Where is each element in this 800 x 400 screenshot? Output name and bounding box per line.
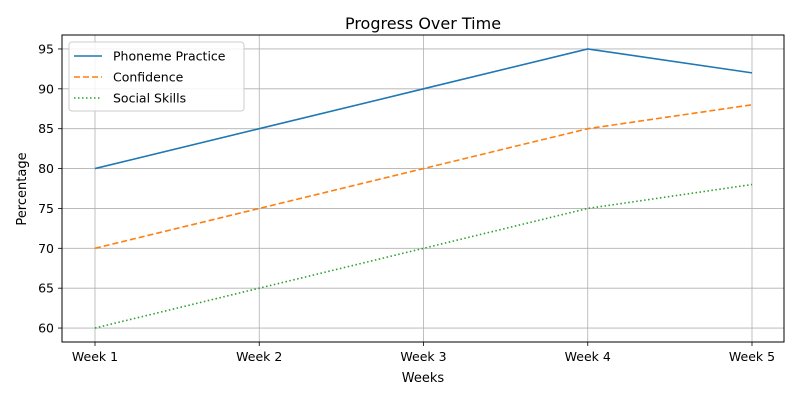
y-axis-title: Percentage — [15, 152, 30, 225]
x-tick-label: Week 5 — [729, 349, 775, 364]
y-tick-label: 70 — [38, 241, 54, 256]
y-tick-label: 85 — [38, 121, 54, 136]
plot-frame — [61, 34, 785, 343]
series-line — [94, 103, 753, 250]
series-line — [94, 48, 753, 170]
y-axis: 60 65 70 75 80 85 90 95 — [38, 41, 62, 336]
y-tick-label: 75 — [38, 201, 54, 216]
legend-label: Confidence — [113, 70, 184, 85]
y-tick-label: 60 — [38, 321, 54, 336]
chart-title: Progress Over Time — [345, 14, 501, 33]
series-line — [94, 183, 753, 329]
x-tick-label: Week 1 — [72, 349, 118, 364]
legend-label: Phoneme Practice — [113, 49, 226, 64]
x-axis: Week 1 Week 2 Week 3 Week 4 Week 5 — [72, 342, 775, 364]
legend: Phoneme Practice Confidence Social Skills — [68, 41, 245, 112]
legend-label: Social Skills — [113, 91, 186, 106]
y-tick-label: 65 — [38, 281, 54, 296]
y-tick-label: 95 — [38, 41, 54, 56]
y-tick-label: 90 — [38, 81, 54, 96]
x-tick-label: Week 3 — [400, 349, 446, 364]
series-lines — [94, 48, 753, 329]
y-tick-label: 80 — [38, 161, 54, 176]
x-axis-title: Weeks — [402, 371, 445, 386]
legend-box — [68, 41, 245, 112]
x-tick-label: Week 4 — [565, 349, 611, 364]
x-tick-label: Week 2 — [236, 349, 282, 364]
